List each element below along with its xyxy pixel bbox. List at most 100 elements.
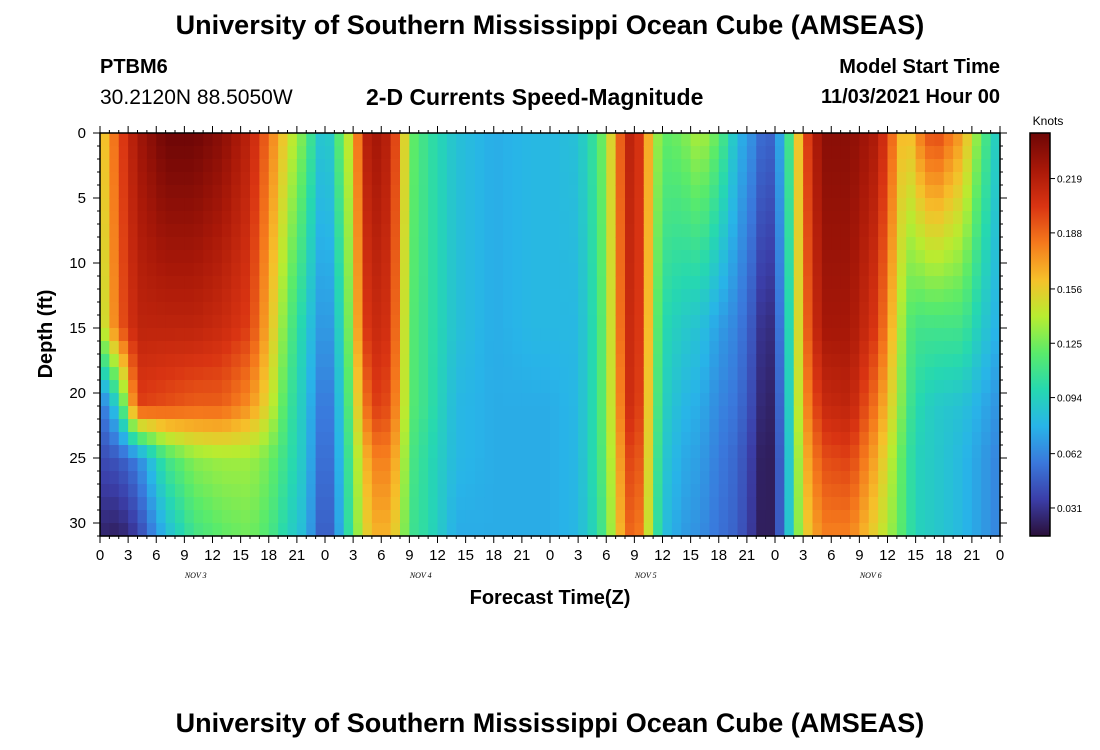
heatmap-cell <box>746 172 757 186</box>
heatmap-cell <box>981 523 992 537</box>
heatmap-cell <box>756 263 767 277</box>
heatmap-cell <box>906 367 917 381</box>
heatmap-cell <box>221 250 232 264</box>
heatmap-cell <box>446 159 457 173</box>
heatmap-cell <box>821 367 832 381</box>
heatmap-cell <box>437 432 448 446</box>
heatmap-cell <box>587 198 598 212</box>
heatmap-cell <box>259 198 270 212</box>
heatmap-cell <box>737 341 748 355</box>
heatmap-cell <box>278 445 289 459</box>
heatmap-cell <box>643 432 654 446</box>
heatmap-cell <box>381 237 392 251</box>
heatmap-cell <box>212 276 223 290</box>
heatmap-cell <box>137 458 148 472</box>
heatmap-cell <box>146 211 157 225</box>
heatmap-cell <box>250 458 260 472</box>
heatmap-cell <box>381 133 392 147</box>
heatmap-cell <box>146 198 157 212</box>
heatmap-cell <box>981 224 992 238</box>
heatmap-cell <box>840 172 851 186</box>
heatmap-cell <box>775 185 785 199</box>
heatmap-cell <box>259 250 270 264</box>
heatmap-cell <box>981 458 992 472</box>
heatmap-cell <box>746 497 757 511</box>
heatmap-cell <box>803 302 814 316</box>
heatmap-cell <box>128 497 139 511</box>
heatmap-cell <box>137 159 148 173</box>
heatmap-cell <box>325 198 335 212</box>
heatmap-cell <box>231 380 242 394</box>
heatmap-cell <box>896 198 907 212</box>
heatmap-cell <box>896 133 907 147</box>
heatmap-cell <box>521 523 532 537</box>
heatmap-cell <box>596 354 607 368</box>
heatmap-cell <box>615 237 626 251</box>
heatmap-cell <box>831 458 842 472</box>
heatmap-cell <box>137 471 148 485</box>
heatmap-cell <box>653 406 664 420</box>
heatmap-cell <box>418 367 429 381</box>
heatmap-cell <box>109 445 120 459</box>
heatmap-cell <box>503 523 514 537</box>
heatmap-cell <box>193 341 204 355</box>
heatmap-cell <box>428 198 439 212</box>
heatmap-cell <box>925 393 935 407</box>
heatmap-cell <box>859 510 870 524</box>
heatmap-cell <box>418 458 429 472</box>
heatmap-cell <box>653 146 664 160</box>
heatmap-cell <box>540 341 551 355</box>
heatmap-cell <box>568 341 579 355</box>
heatmap-cell <box>390 497 401 511</box>
heatmap-cell <box>878 458 889 472</box>
heatmap-cell <box>175 354 185 368</box>
heatmap-cell <box>362 224 373 238</box>
heatmap-cell <box>325 185 335 199</box>
heatmap-cell <box>437 211 448 225</box>
heatmap-cell <box>306 198 317 212</box>
heatmap-cell <box>540 224 551 238</box>
heatmap-cell <box>325 289 335 303</box>
heatmap-cell <box>315 380 326 394</box>
heatmap-cell <box>775 159 785 173</box>
heatmap-cell <box>306 224 317 238</box>
heatmap-cell <box>850 380 860 394</box>
heatmap-cell <box>812 276 823 290</box>
heatmap-cell <box>793 354 804 368</box>
heatmap-cell <box>887 341 898 355</box>
heatmap-cell <box>400 458 410 472</box>
heatmap-cell <box>540 380 551 394</box>
heatmap-cell <box>578 445 589 459</box>
heatmap-cell <box>615 302 626 316</box>
heatmap-cell <box>793 302 804 316</box>
heatmap-cell <box>812 406 823 420</box>
heatmap-cell <box>896 263 907 277</box>
heatmap-cell <box>887 497 898 511</box>
heatmap-cell <box>156 211 167 225</box>
heatmap-cell <box>493 211 504 225</box>
heatmap-cell <box>175 315 185 329</box>
heatmap-cell <box>315 133 326 147</box>
heatmap-cell <box>231 458 242 472</box>
heatmap-cell <box>362 484 373 498</box>
heatmap-cell <box>634 406 645 420</box>
heatmap-cell <box>175 510 185 524</box>
heatmap-cell <box>521 172 532 186</box>
heatmap-cell <box>493 341 504 355</box>
heatmap-cell <box>728 432 739 446</box>
heatmap-cell <box>775 172 785 186</box>
heatmap-cell <box>531 198 542 212</box>
heatmap-cell <box>606 341 617 355</box>
heatmap-cell <box>568 289 579 303</box>
heatmap-cell <box>381 445 392 459</box>
heatmap-cell <box>100 458 110 472</box>
heatmap-cell <box>850 276 860 290</box>
heatmap-cell <box>118 289 129 303</box>
heatmap-cell <box>915 276 926 290</box>
heatmap-cell <box>231 432 242 446</box>
heatmap-cell <box>231 445 242 459</box>
heatmap-cell <box>690 289 701 303</box>
heatmap-cell <box>418 263 429 277</box>
heatmap-cell <box>831 328 842 342</box>
heatmap-cell <box>221 445 232 459</box>
